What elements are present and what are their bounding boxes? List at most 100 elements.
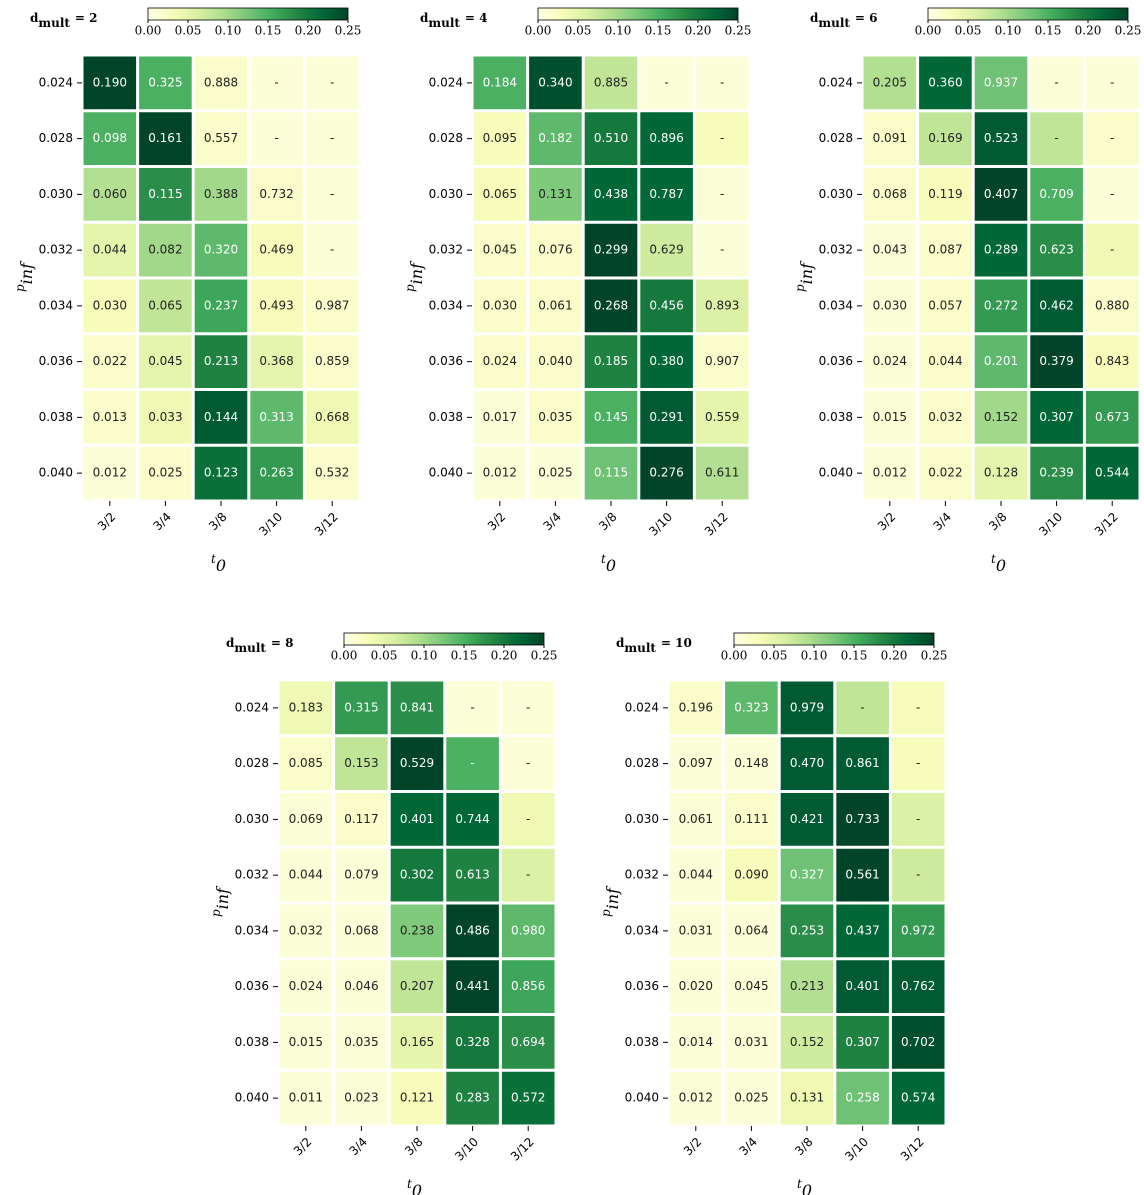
xlabel-subscript: 0 bbox=[412, 1181, 422, 1195]
heatmap-cell bbox=[83, 168, 137, 221]
cell-label: 0.148 bbox=[734, 756, 768, 770]
cell-label: 0.045 bbox=[148, 354, 182, 368]
heatmap-cell bbox=[1030, 223, 1083, 277]
heatmap-cell bbox=[891, 1016, 945, 1069]
cell-label: 0.045 bbox=[734, 979, 768, 993]
heatmap-cell bbox=[695, 168, 749, 221]
ylabel-subscript: inf bbox=[603, 885, 622, 909]
heatmap-cell bbox=[473, 446, 527, 500]
cell-label: 0.098 bbox=[93, 131, 127, 145]
cell-label: 0.368 bbox=[259, 354, 293, 368]
heatmap-cell bbox=[335, 737, 388, 790]
heatmap-cell bbox=[891, 681, 945, 735]
heatmap-cell bbox=[446, 1071, 499, 1125]
cell-label: 0.024 bbox=[873, 354, 907, 368]
heatmap-cell bbox=[863, 112, 917, 165]
cell-label: - bbox=[916, 756, 920, 770]
cell-label: - bbox=[330, 187, 334, 201]
cell-label: 0.061 bbox=[538, 298, 572, 312]
heatmap-cell bbox=[780, 681, 834, 735]
cell-label: 0.046 bbox=[344, 979, 378, 993]
heatmap-cell bbox=[390, 1071, 444, 1125]
y-tick-label: 0.030 bbox=[819, 187, 853, 201]
cell-label: - bbox=[330, 75, 334, 89]
cell-label: 0.076 bbox=[538, 243, 572, 257]
heatmap-cell bbox=[919, 223, 972, 277]
y-tick-label: 0.030 bbox=[235, 812, 269, 826]
heatmap-cell bbox=[919, 168, 972, 221]
cell-label: - bbox=[1054, 75, 1058, 89]
cell-label: - bbox=[470, 700, 474, 714]
heatmap-cell bbox=[194, 335, 248, 388]
cell-label: 0.572 bbox=[511, 1091, 545, 1105]
heatmap-cell bbox=[529, 112, 582, 165]
colorbar-tick-label: 0.25 bbox=[725, 24, 752, 38]
heatmap-cell bbox=[194, 446, 248, 500]
x-tick-label: 3/12 bbox=[898, 1135, 927, 1164]
heatmap-panel: 0.184 0.340 0.885 - - 0.095 0.182 0.510 0.896 - 0.… bbox=[429, 7, 752, 539]
cell-label: - bbox=[1110, 131, 1114, 145]
cell-label: 0.320 bbox=[204, 243, 238, 257]
heatmap-cell bbox=[891, 793, 945, 846]
title-subscript: mult bbox=[428, 16, 460, 30]
heatmap-cell bbox=[501, 904, 555, 958]
heatmap-panel: 0.205 0.360 0.937 - - 0.091 0.169 0.523 - - 0.068 0… bbox=[819, 7, 1141, 539]
heatmap-cell bbox=[640, 112, 693, 165]
heatmap-cell bbox=[836, 904, 889, 958]
cell-label: 0.325 bbox=[148, 75, 182, 89]
cell-label: 0.064 bbox=[734, 923, 768, 937]
cell-label: - bbox=[526, 868, 530, 882]
cell-label: 0.025 bbox=[734, 1091, 768, 1105]
cell-label: 0.557 bbox=[204, 131, 238, 145]
heatmap-cell bbox=[250, 56, 303, 110]
y-tick-label: 0.024 bbox=[429, 75, 463, 89]
cell-label: 0.117 bbox=[344, 812, 378, 826]
y-tick-label: 0.030 bbox=[429, 187, 463, 201]
x-tick-label: 3/2 bbox=[485, 510, 509, 534]
heatmap-cell bbox=[446, 848, 499, 902]
heatmap-cell bbox=[695, 56, 749, 110]
heatmap-cell bbox=[584, 391, 638, 444]
y-tick-label: 0.036 bbox=[819, 354, 853, 368]
x-tick-label: 3/4 bbox=[346, 1135, 370, 1159]
ylabel-text: pinf bbox=[793, 260, 816, 292]
cell-label: 0.401 bbox=[400, 812, 434, 826]
heatmap-cell bbox=[1085, 223, 1139, 277]
heatmap-panel: 0.183 0.315 0.841 - - 0.085 0.153 0.529 - - 0.069 0… bbox=[235, 632, 557, 1164]
heatmap-cell bbox=[83, 335, 137, 388]
cell-label: 0.123 bbox=[204, 466, 238, 480]
cell-label: 0.611 bbox=[705, 466, 739, 480]
cell-label: 0.185 bbox=[594, 354, 628, 368]
heatmap-cell bbox=[335, 960, 388, 1013]
heatmap-cell bbox=[473, 279, 527, 333]
heatmap-cell bbox=[250, 223, 303, 277]
heatmap-cell bbox=[529, 446, 582, 500]
cell-label: - bbox=[1110, 187, 1114, 201]
cell-label: 0.161 bbox=[148, 131, 182, 145]
cell-label: 0.182 bbox=[538, 131, 572, 145]
cell-label: 0.529 bbox=[400, 756, 434, 770]
cell-label: 0.987 bbox=[315, 298, 349, 312]
cell-label: 0.145 bbox=[594, 410, 628, 424]
y-tick-label: 0.038 bbox=[429, 410, 463, 424]
xlabel-text: t0 bbox=[991, 552, 1006, 575]
cell-label: 0.082 bbox=[148, 243, 182, 257]
y-tick-label: 0.032 bbox=[235, 868, 269, 882]
cell-label: 0.907 bbox=[705, 354, 739, 368]
cell-label: 0.085 bbox=[289, 756, 323, 770]
heatmap-cell bbox=[194, 56, 248, 110]
heatmap-cell bbox=[446, 904, 499, 958]
cell-label: 0.213 bbox=[790, 979, 824, 993]
colorbar-tick-label: 0.05 bbox=[761, 649, 788, 663]
panel-title: dmult = 2 bbox=[30, 11, 98, 30]
heatmap-cell bbox=[250, 335, 303, 388]
colorbar-tick-label: 0.15 bbox=[841, 649, 868, 663]
y-tick-label: 0.040 bbox=[819, 466, 853, 480]
cell-label: 0.061 bbox=[679, 812, 713, 826]
ylabel-base: p bbox=[793, 284, 807, 292]
cell-label: 0.379 bbox=[1039, 354, 1073, 368]
ylabel-text: pinf bbox=[13, 260, 36, 292]
heatmap-cell bbox=[891, 848, 945, 902]
title-subscript: mult bbox=[818, 16, 850, 30]
heatmap-cell bbox=[669, 1016, 723, 1069]
